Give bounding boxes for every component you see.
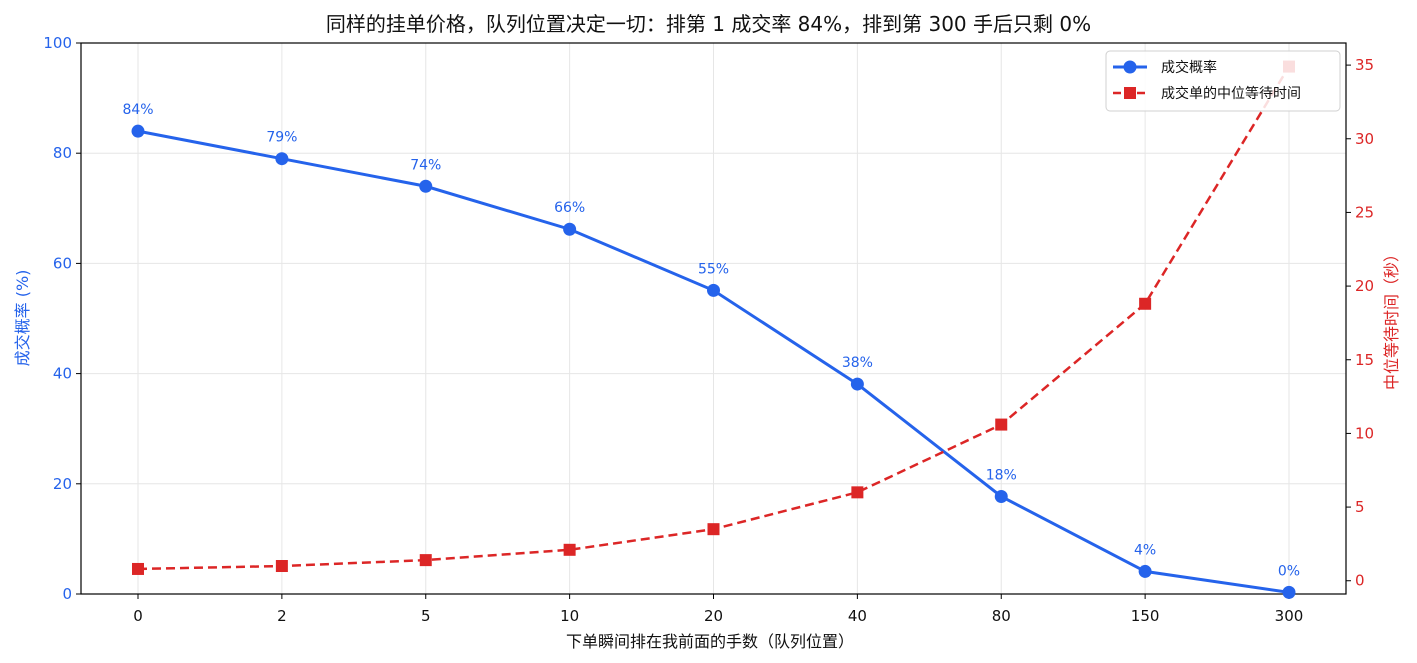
data-point-median-wait <box>419 554 432 567</box>
data-point-median-wait <box>995 418 1008 431</box>
x-tick-label: 2 <box>277 607 287 625</box>
data-label-success-rate: 84% <box>122 102 153 118</box>
y-left-tick-label: 100 <box>43 34 72 52</box>
x-tick-label: 10 <box>560 607 579 625</box>
data-label-success-rate: 74% <box>410 157 441 173</box>
legend-label-median-wait: 成交单的中位等待时间 <box>1161 85 1301 102</box>
legend-swatch-marker-success-rate <box>1123 60 1137 74</box>
data-point-success-rate <box>707 283 720 297</box>
data-point-success-rate <box>994 489 1008 503</box>
data-label-success-rate: 55% <box>698 261 729 277</box>
data-label-success-rate: 79% <box>266 130 297 146</box>
y-right-tick-label: 5 <box>1355 498 1365 516</box>
data-point-median-wait <box>851 486 864 499</box>
y-right-tick-label: 25 <box>1355 203 1374 221</box>
data-label-success-rate: 38% <box>842 355 873 371</box>
x-tick-label: 80 <box>992 607 1011 625</box>
y-axis-left-label: 成交概率 (%) <box>13 270 32 367</box>
data-point-success-rate <box>1138 564 1152 578</box>
data-point-median-wait <box>563 543 576 556</box>
y-left-tick-label: 40 <box>53 365 72 383</box>
data-point-median-wait <box>132 562 144 575</box>
y-right-tick-label: 20 <box>1355 277 1374 295</box>
x-tick-label: 0 <box>133 607 143 625</box>
legend-box <box>1105 50 1341 112</box>
series-layer <box>131 60 1296 599</box>
y-right-tick-label: 0 <box>1355 572 1365 590</box>
data-label-success-rate: 66% <box>554 200 585 216</box>
axes-layer: 0 2 5 10 20 40 80 150 30002040608010005101520253… <box>43 34 1374 625</box>
y-left-tick-label: 80 <box>53 144 72 162</box>
legend-label-success-rate: 成交概率 <box>1161 59 1217 76</box>
legend-swatch-marker-median-wait <box>1124 87 1136 99</box>
y-right-tick-label: 30 <box>1355 130 1374 148</box>
data-point-median-wait <box>275 560 288 573</box>
data-point-median-wait <box>707 523 720 536</box>
x-tick-label: 150 <box>1131 607 1160 625</box>
y-left-tick-label: 20 <box>53 475 72 493</box>
x-tick-label: 300 <box>1275 607 1304 625</box>
data-point-success-rate <box>1282 585 1296 599</box>
data-point-success-rate <box>563 222 577 236</box>
data-label-success-rate: 0% <box>1278 563 1300 579</box>
data-label-success-rate: 18% <box>986 467 1017 483</box>
y-right-tick-label: 15 <box>1355 351 1374 369</box>
y-left-tick-label: 0 <box>62 585 72 603</box>
data-point-success-rate <box>131 124 145 138</box>
chart-title: 同样的挂单价格，队列位置决定一切：排第 1 成交率 84%，排到第 300 手后… <box>325 12 1092 36</box>
grid-layer <box>81 42 1346 595</box>
data-point-success-rate <box>850 377 864 391</box>
data-point-success-rate <box>419 179 433 193</box>
y-left-tick-label: 60 <box>53 254 72 272</box>
y-right-tick-label: 10 <box>1355 424 1374 442</box>
data-label-success-rate: 4% <box>1134 542 1156 558</box>
data-point-median-wait <box>1139 297 1152 310</box>
x-tick-label: 20 <box>704 607 723 625</box>
x-axis-label: 下单瞬间排在我前面的手数（队列位置） <box>566 632 854 651</box>
data-label-layer: 84% 79% 74% 66% 55% 38% 18% 4% 0% <box>122 102 1300 579</box>
x-tick-label: 5 <box>421 607 431 625</box>
x-tick-label: 40 <box>848 607 867 625</box>
y-right-tick-label: 35 <box>1355 56 1374 74</box>
data-point-success-rate <box>275 152 289 166</box>
y-axis-right-label: 中位等待时间（秒） <box>1382 246 1401 390</box>
